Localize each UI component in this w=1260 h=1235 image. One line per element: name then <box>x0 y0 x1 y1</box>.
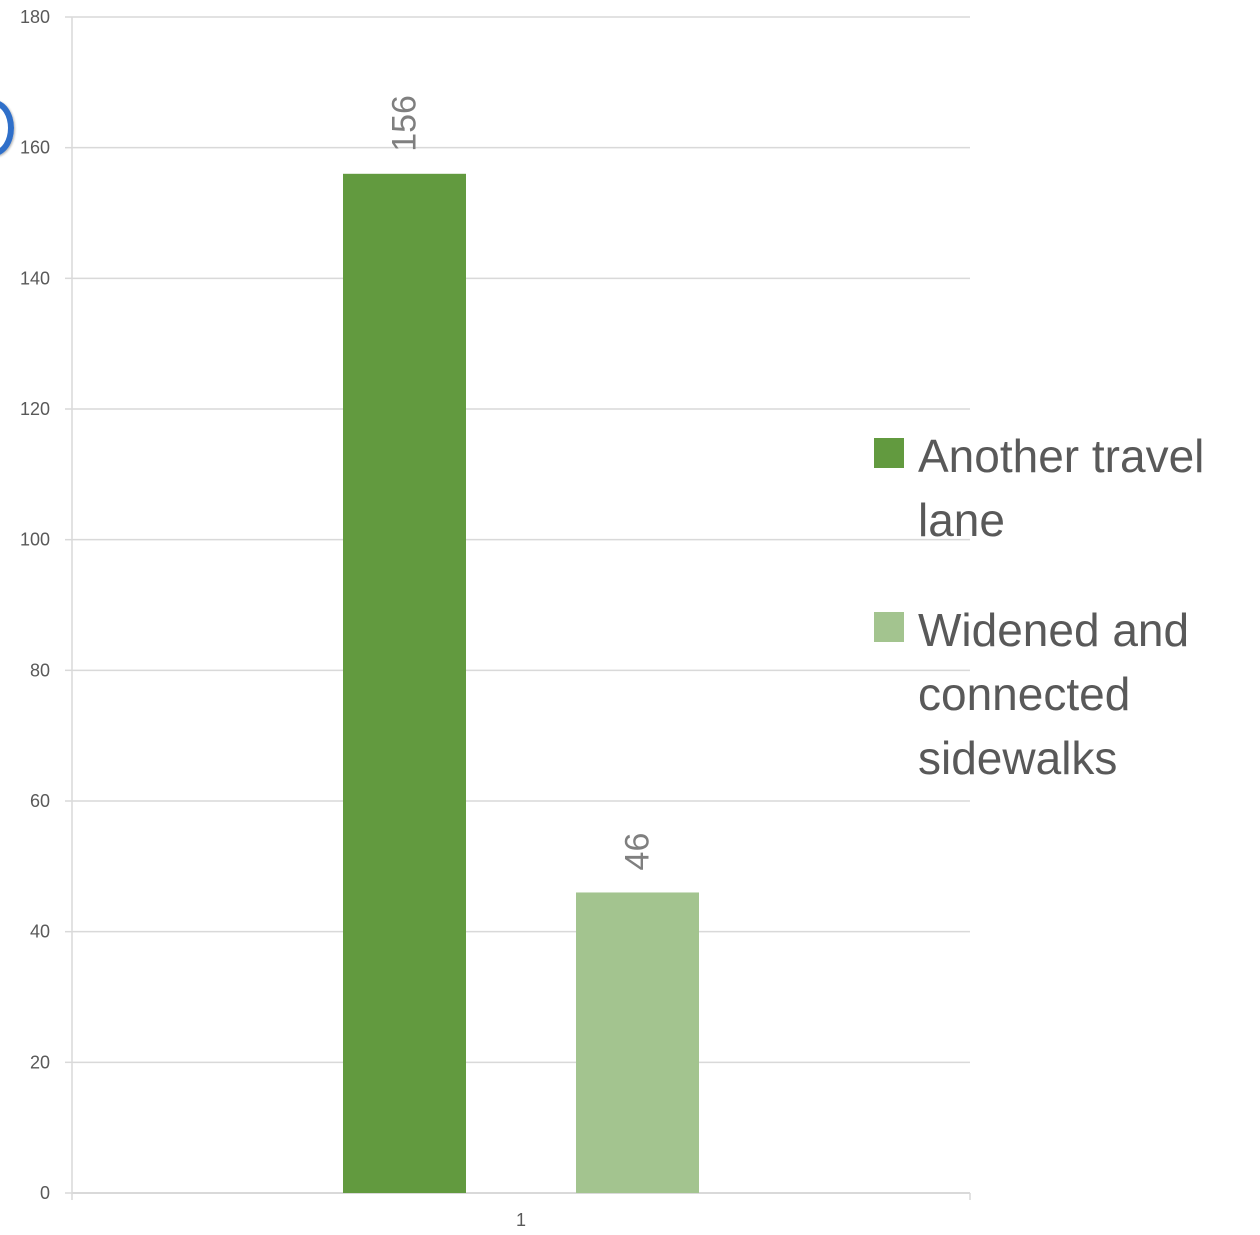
bar <box>343 173 466 1194</box>
legend-item-widened-sidewalks: Widened and connected sidewalks <box>874 598 1254 790</box>
data-labels: 156 46 <box>386 95 657 870</box>
bars <box>343 173 699 1194</box>
legend-label: Another travel lane <box>918 430 1205 546</box>
y-tick-label: 0 <box>40 1183 50 1203</box>
y-tick-label: 160 <box>20 138 50 158</box>
legend-item-another-travel-lane: Another travel lane <box>874 424 1254 552</box>
legend-swatch <box>874 438 904 468</box>
y-tick-label: 20 <box>30 1052 50 1072</box>
y-tick-label: 40 <box>30 922 50 942</box>
y-tick-label: 60 <box>30 791 50 811</box>
bar <box>576 892 699 1193</box>
legend: Another travel lane Widened and connecte… <box>874 424 1254 836</box>
x-tick-label: 1 <box>516 1210 526 1230</box>
y-tick-label: 180 <box>20 7 50 27</box>
data-label: 156 <box>386 95 424 152</box>
y-tick-label: 140 <box>20 268 50 288</box>
legend-label: Widened and connected sidewalks <box>918 604 1190 784</box>
legend-swatch <box>874 612 904 642</box>
axes: 0 20 40 60 80 100 120 140 160 180 1 <box>20 7 971 1230</box>
gridlines <box>72 16 970 1194</box>
y-tick-label: 120 <box>20 399 50 419</box>
data-label: 46 <box>619 833 657 871</box>
y-tick-label: 100 <box>20 530 50 550</box>
y-tick-label: 80 <box>30 660 50 680</box>
